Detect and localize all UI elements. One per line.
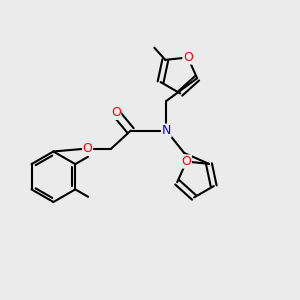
Text: O: O [182, 155, 191, 168]
Text: O: O [82, 142, 92, 155]
Text: O: O [111, 106, 121, 119]
Text: N: N [162, 124, 171, 137]
Text: O: O [183, 51, 193, 64]
